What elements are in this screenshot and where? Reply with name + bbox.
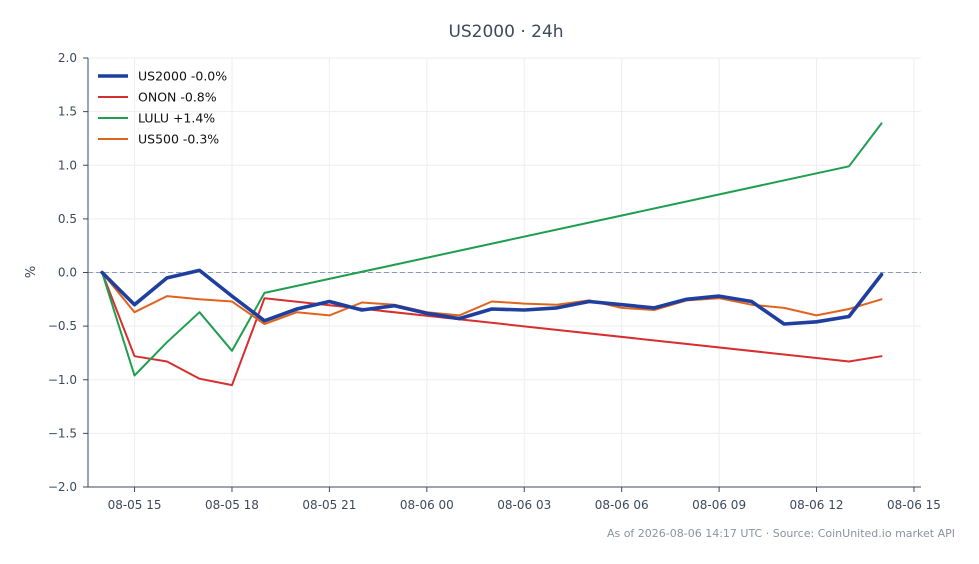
y-tick-label: −1.5 [48, 426, 77, 440]
legend-label-lulu: LULU +1.4% [138, 111, 215, 126]
legend: US2000 -0.0% ONON -0.8% LULU +1.4% US500 -0… [98, 69, 227, 147]
legend-label-us500: US500 -0.3% [138, 132, 219, 147]
y-tick-label: −1.0 [48, 373, 77, 387]
series-lines [100, 122, 884, 387]
chart-title: US2000 · 24h [448, 22, 563, 42]
legend-label-us2000: US2000 -0.0% [138, 69, 227, 84]
x-tick-label: 08-05 18 [205, 498, 259, 512]
y-tick-label: 0.5 [58, 212, 77, 226]
y-tick-label: 0.0 [58, 266, 77, 280]
x-axis-ticks: 08-05 15 08-05 18 08-05 21 08-06 00 08-06 03… [108, 487, 941, 512]
y-tick-label: 1.0 [58, 158, 77, 172]
x-tick-label: 08-06 03 [497, 498, 551, 512]
x-tick-label: 08-05 21 [302, 498, 356, 512]
x-tick-label: 08-06 06 [595, 498, 649, 512]
x-tick-label: 08-06 12 [790, 498, 844, 512]
x-tick-label: 08-05 15 [108, 498, 162, 512]
series-line-lulu [101, 122, 883, 377]
y-tick-label: 1.5 [58, 105, 77, 119]
y-axis-label: % [24, 266, 39, 278]
y-axis-ticks: 2.0 1.5 1.0 0.5 0.0 −0.5 −1.0 −1.5 −2.0 [48, 51, 88, 494]
y-tick-label: −0.5 [48, 319, 77, 333]
y-tick-label: −2.0 [48, 480, 77, 494]
x-tick-label: 08-06 09 [692, 498, 746, 512]
x-tick-label: 08-06 00 [400, 498, 454, 512]
y-tick-label: 2.0 [58, 51, 77, 65]
series-line-us2000 [100, 268, 884, 326]
footer-source: As of 2026-08-06 14:17 UTC · Source: Coi… [607, 527, 955, 540]
series-line-onon [101, 271, 883, 387]
series-line-us500 [101, 271, 883, 325]
x-tick-label: 08-06 15 [887, 498, 941, 512]
legend-label-onon: ONON -0.8% [138, 90, 217, 105]
